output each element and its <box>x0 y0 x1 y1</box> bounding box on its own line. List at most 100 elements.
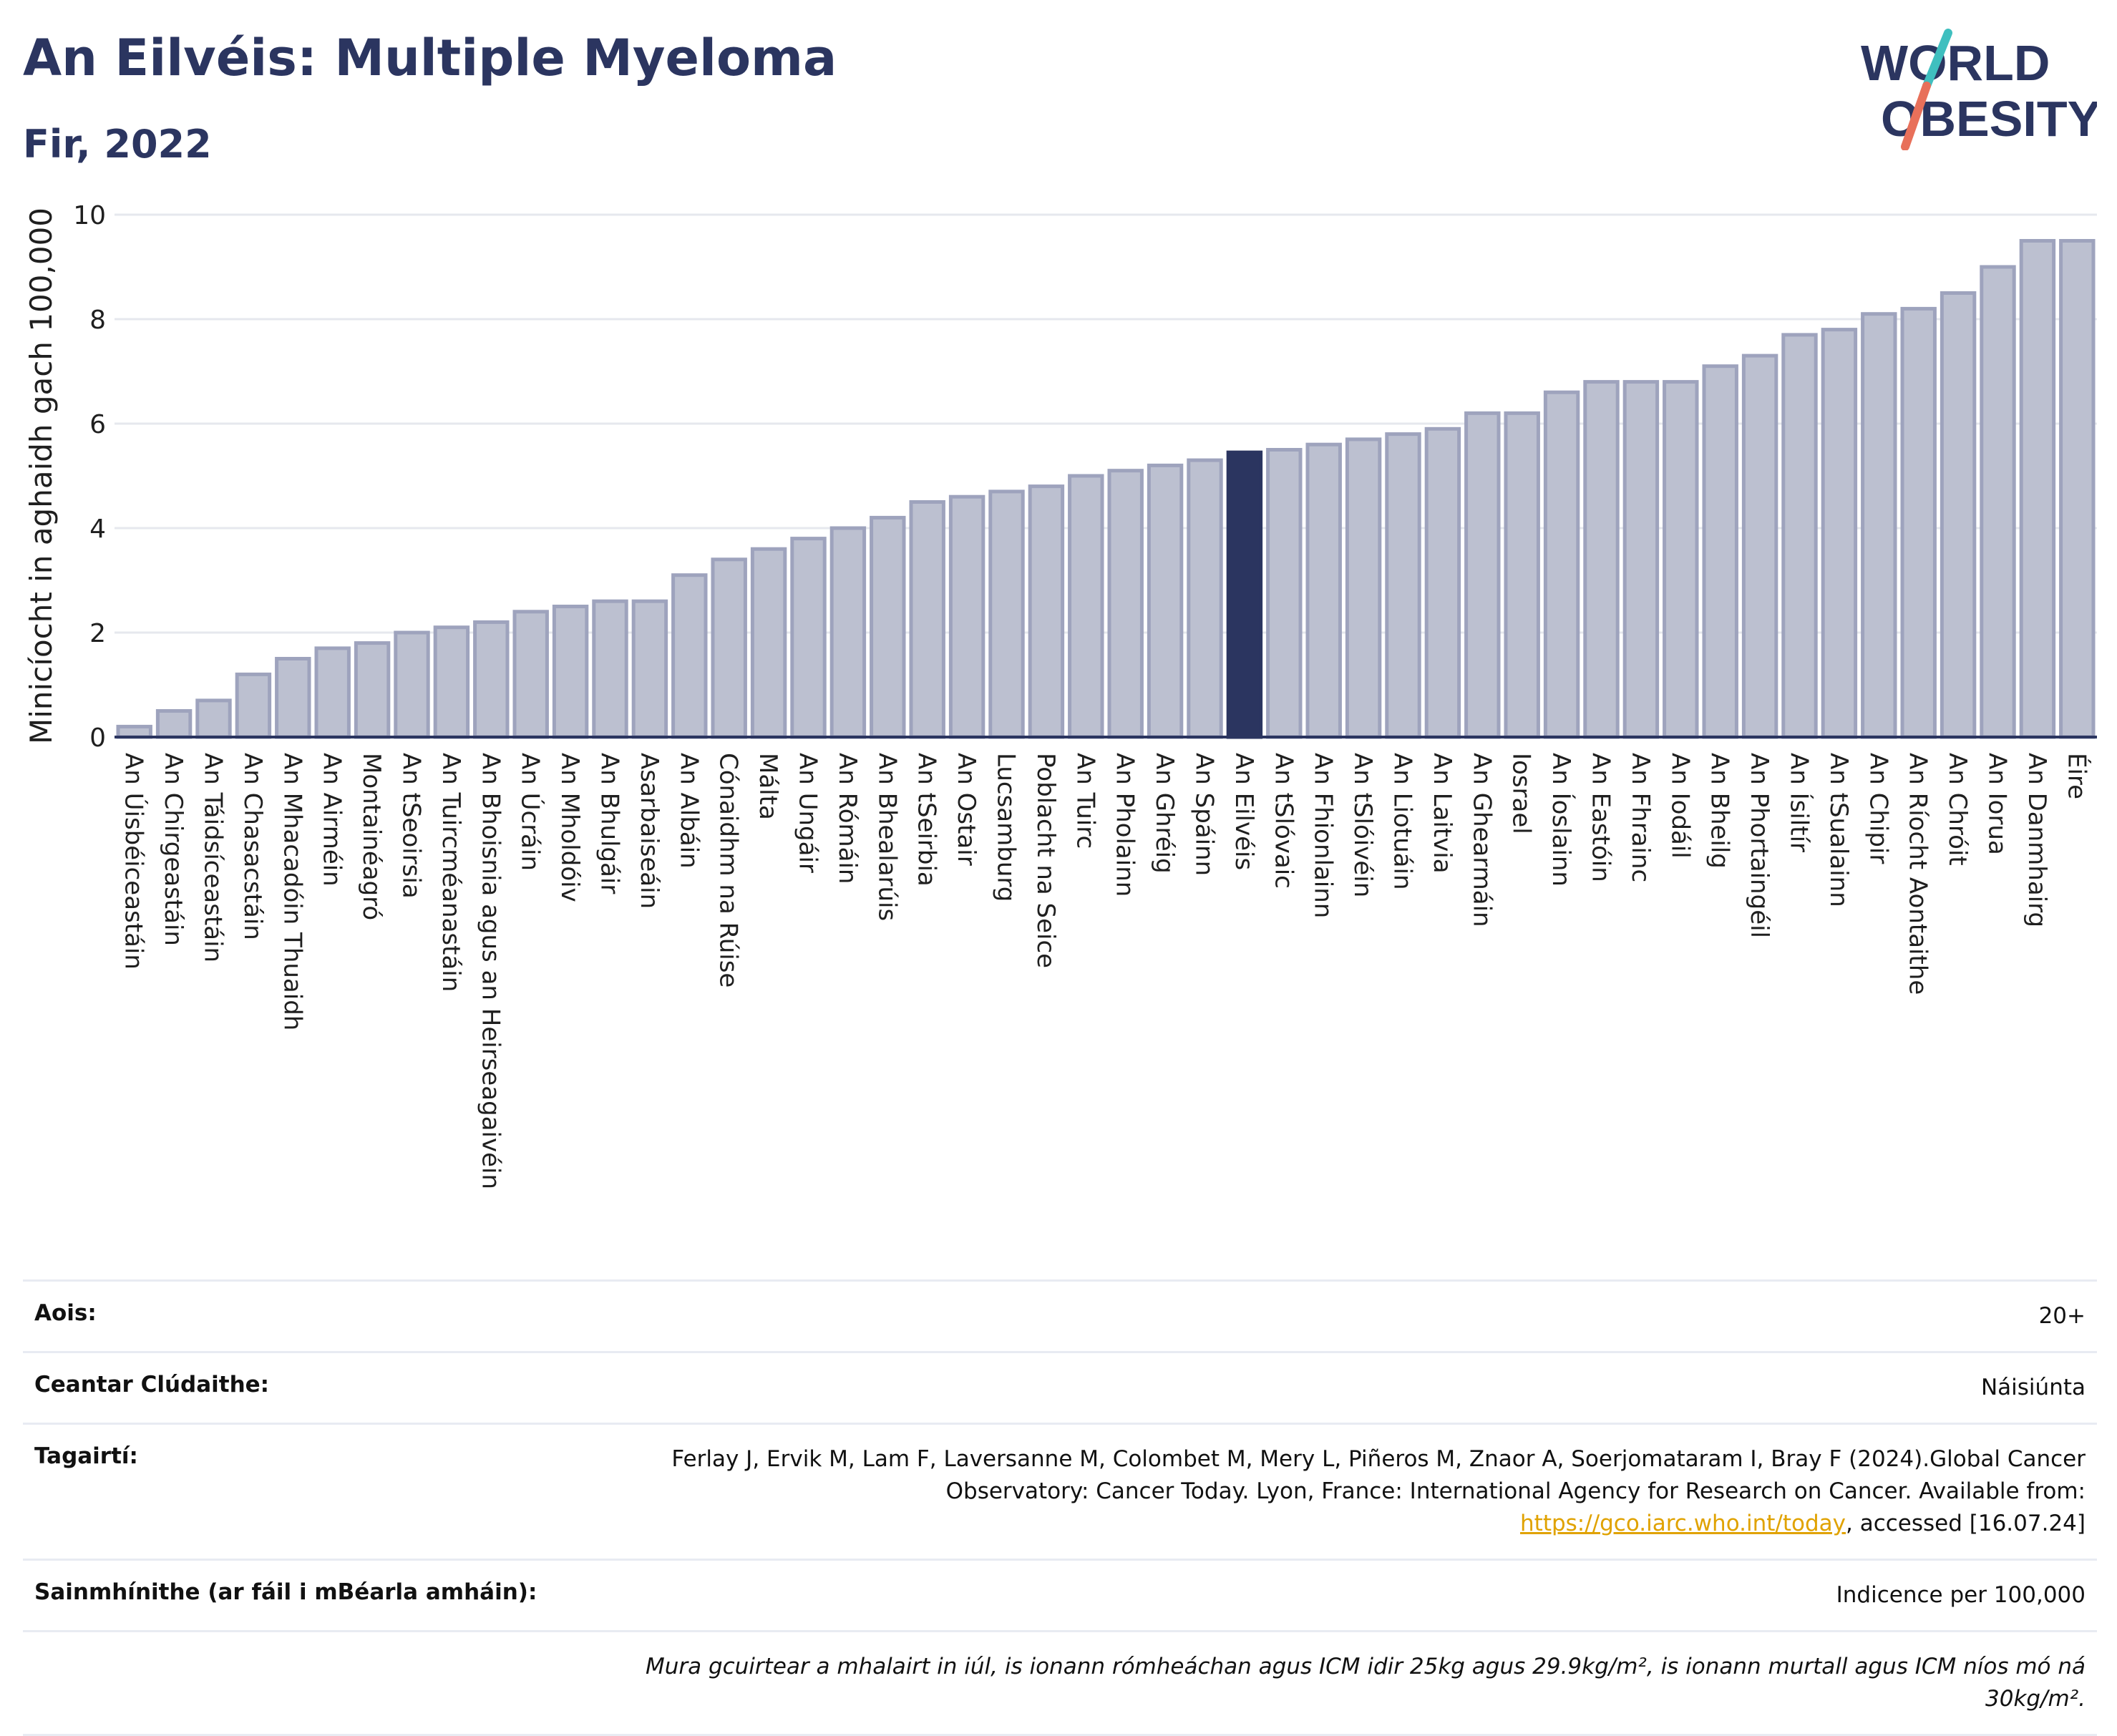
bar <box>711 557 747 739</box>
x-tick-label: An Táidsíceastáin <box>199 753 228 962</box>
bar <box>948 494 986 739</box>
age-value: 20+ <box>2038 1303 2086 1329</box>
x-tick-label: Éire <box>2062 753 2091 799</box>
x-tick-label: An Iodáil <box>1665 753 1694 859</box>
y-tick-label: 8 <box>89 306 106 335</box>
x-tick-label: An tSeirbia <box>912 753 941 887</box>
x-tick-label: An Bhoisnia agus an Heirseagaivéin <box>476 753 505 1189</box>
bar <box>1622 380 1660 739</box>
info-row-age: Aois: 20+ <box>23 1279 2097 1351</box>
page-subtitle: Fir, 2022 <box>23 122 212 167</box>
bar <box>1107 469 1144 739</box>
x-tick-label: An Eilvéis <box>1230 753 1258 870</box>
bar <box>750 547 787 739</box>
x-tick-label: An Úcráin <box>516 753 545 871</box>
bar <box>2019 239 2056 739</box>
bar <box>1147 463 1184 739</box>
x-tick-label: An Phortaingéil <box>1745 753 1773 938</box>
bar <box>988 489 1025 739</box>
definitions-value: Indicence per 100,000 <box>1836 1581 2086 1608</box>
world-obesity-logo: WORLD OBESITY <box>1861 29 2097 150</box>
x-tick-label: An tSualainn <box>1824 753 1853 907</box>
bar <box>671 573 708 739</box>
y-tick-label: 0 <box>89 723 106 753</box>
y-tick-label: 6 <box>89 410 106 439</box>
x-tick-label: An Bhulgáir <box>595 753 624 894</box>
x-tick-label: An Eastóin <box>1587 753 1615 882</box>
x-tick-label: An Bhealarúis <box>872 753 901 921</box>
x-tick-label: An Iorua <box>1983 753 2012 855</box>
bar <box>829 526 867 739</box>
x-tick-label: An Íoslainn <box>1547 753 1576 887</box>
x-tick-label: An Ghearmáin <box>1467 753 1496 927</box>
x-tick-label: Cónaidhm na Rúise <box>714 753 743 988</box>
x-tick-label: An Mholdóiv <box>555 753 584 902</box>
bar <box>1741 353 1778 739</box>
x-tick-label: Montainéagró <box>357 753 386 920</box>
references-text-2: , accessed [16.07.24] <box>1845 1510 2086 1536</box>
bar <box>1028 484 1065 739</box>
bar <box>1861 312 1897 739</box>
y-tick-label: 10 <box>73 201 106 230</box>
x-tick-label: An tSlóivéin <box>1348 753 1377 897</box>
x-tick-label: An Pholainn <box>1111 753 1139 897</box>
x-tick-label: An Ungáir <box>794 753 822 873</box>
bars <box>116 239 2096 739</box>
bar <box>1583 380 1620 739</box>
x-tick-label: An Laitvia <box>1428 753 1456 874</box>
bar <box>394 630 430 739</box>
x-tick-label: Lucsamburg <box>992 753 1021 902</box>
x-tick-label: Málta <box>754 753 782 820</box>
bar <box>1385 432 1421 739</box>
references-link[interactable]: https://gco.iarc.who.int/today <box>1520 1510 1846 1536</box>
bar <box>552 605 589 739</box>
logo-slash-top <box>1922 29 1952 90</box>
x-tick-label: An Tuirc <box>1071 753 1099 849</box>
x-tick-label: An Liotuáin <box>1388 753 1417 890</box>
y-tick-label: 4 <box>89 515 106 544</box>
x-tick-label: An Fhrainc <box>1626 753 1655 882</box>
bar <box>433 625 470 739</box>
x-tick-label: An Rómáin <box>833 753 862 884</box>
info-row-definitions: Sainmhínithe (ar fáil i mBéarla amháin):… <box>23 1558 2097 1630</box>
x-tick-label: An Chirgeastáin <box>159 753 188 946</box>
bar <box>592 599 628 739</box>
x-tick-label: An Danmhairg <box>2023 753 2051 927</box>
x-tick-label: An Spáinn <box>1190 753 1219 876</box>
x-tick-label: An Ostair <box>952 753 980 866</box>
bar <box>2059 239 2096 739</box>
bar <box>314 646 351 739</box>
x-tick-label: An Ísiltír <box>1785 753 1814 852</box>
bar <box>1266 448 1303 739</box>
bar <box>1345 437 1382 739</box>
logo-line1: WORLD <box>1861 35 2050 91</box>
info-row-references: Tagairtí: Ferlay J, Ervik M, Lam F, Lave… <box>23 1422 2097 1559</box>
bar <box>1940 291 1977 739</box>
x-tick-label: An Mhacadóin Thuaidh <box>278 753 306 1030</box>
coverage-label: Ceantar Clúdaithe: <box>34 1371 270 1398</box>
bar <box>1305 442 1342 739</box>
references-value: Ferlay J, Ervik M, Lam F, Laversanne M, … <box>618 1443 2086 1540</box>
bar <box>1504 411 1540 739</box>
bar <box>909 500 945 739</box>
footnote: Mura gcuirtear a mhalairt in iúl, is ion… <box>645 1653 2086 1712</box>
x-tick-label: An Chipir <box>1864 753 1892 864</box>
bar <box>512 610 549 739</box>
x-tick-label: Poblacht na Seice <box>1031 753 1060 968</box>
bar <box>790 537 827 739</box>
info-row-coverage: Ceantar Clúdaithe: Náisiúnta <box>23 1350 2097 1423</box>
x-tick-label: Iosrael <box>1507 753 1536 834</box>
x-tick-label: An Tuircméanastáin <box>437 753 465 992</box>
bar <box>1900 306 1937 739</box>
x-tick-label: An Airméin <box>318 753 346 887</box>
coverage-value: Náisiúnta <box>1980 1374 2086 1400</box>
x-tick-label: An Chróit <box>1943 753 1972 866</box>
x-tick-label: An Albáin <box>674 753 703 869</box>
bar <box>1464 411 1501 739</box>
bar-chart: 0 2 4 6 8 10 An Úisbéiceastáin An Chirgeastáin… <box>24 201 2097 1189</box>
y-tick-label: 2 <box>89 619 106 648</box>
info-table: Aois: 20+ Ceantar Clúdaithe: Náisiúnta T… <box>23 1279 2097 1736</box>
bar <box>116 724 152 739</box>
bar-highlighted <box>1226 450 1263 739</box>
logo-slash-bottom <box>1901 82 1931 150</box>
